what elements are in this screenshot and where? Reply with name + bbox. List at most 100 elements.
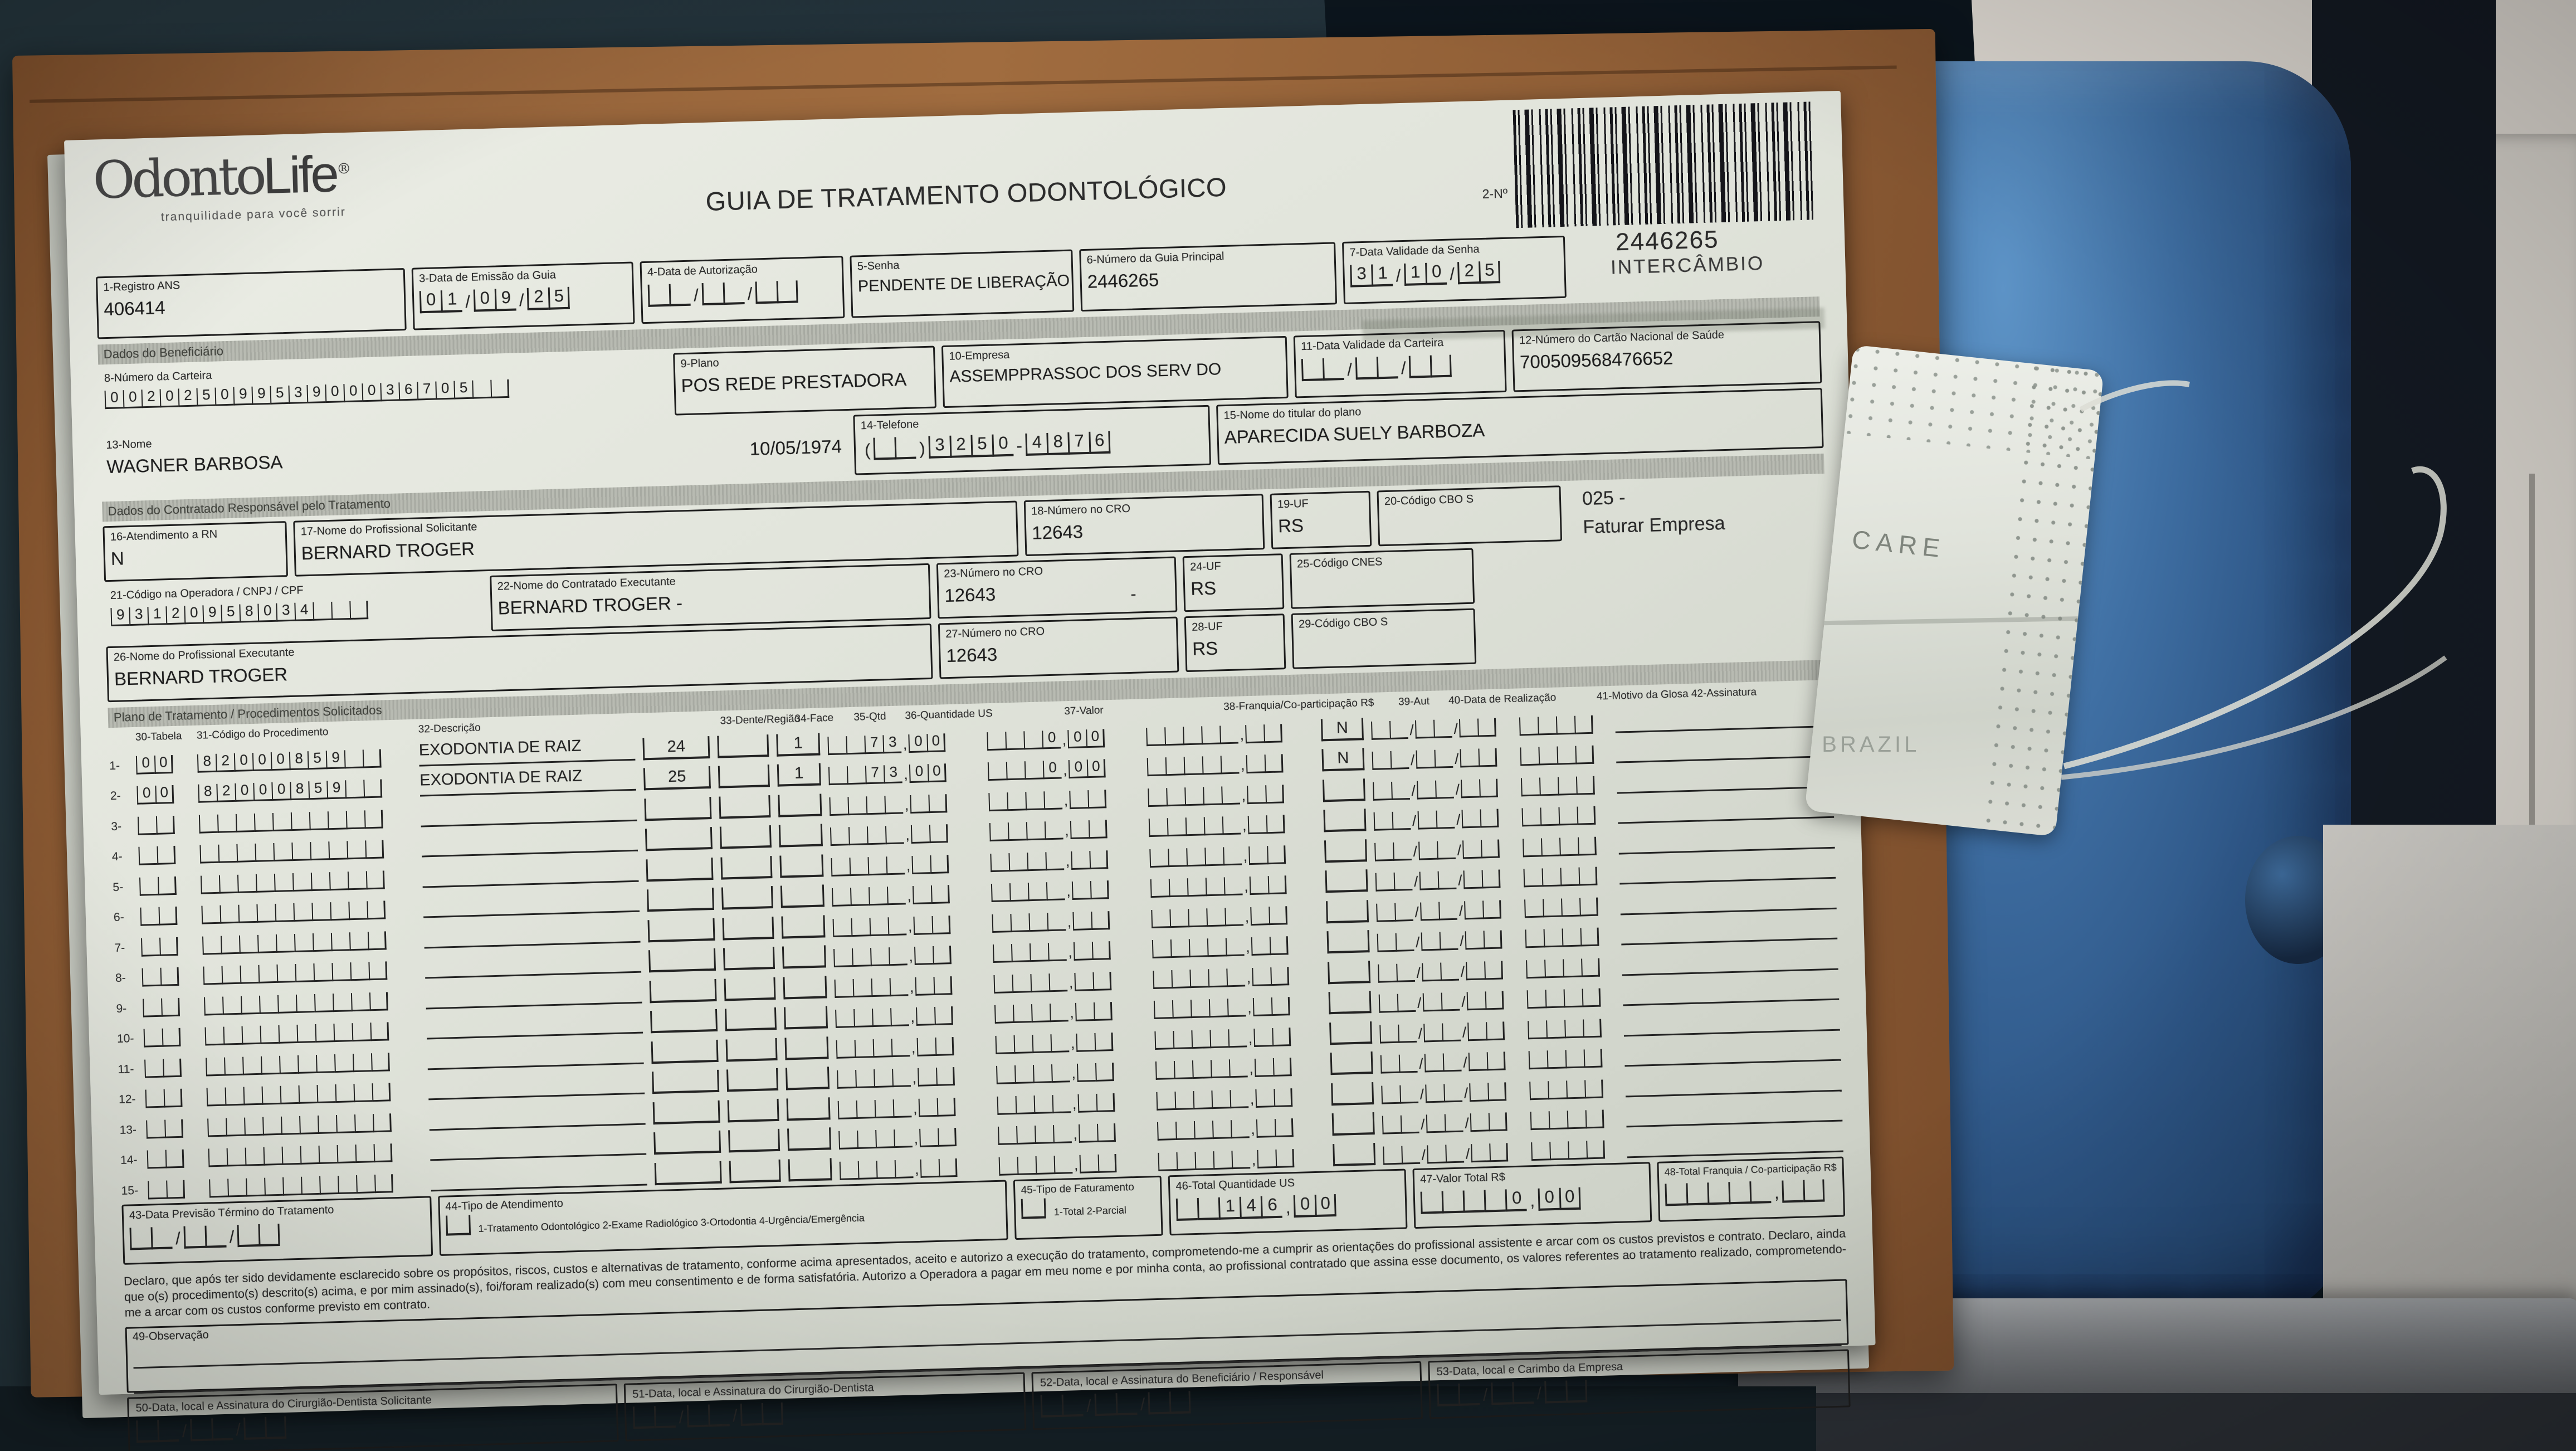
comb-cell [1418, 841, 1438, 860]
comb-cell: 6 [1089, 430, 1111, 454]
comb-cell: 0 [135, 754, 155, 775]
comb-cell [276, 964, 296, 983]
comb-cell [353, 1083, 373, 1103]
comb-cell [928, 793, 948, 813]
comb-cell [1380, 1054, 1399, 1074]
comb-cell [145, 1089, 164, 1108]
proc-row-number: 8- [115, 971, 126, 985]
comb-cell [237, 1224, 259, 1247]
comb-cell [1094, 1392, 1116, 1416]
comb-cell [1541, 868, 1561, 887]
comb-cell [1521, 807, 1541, 827]
comb-cell [369, 991, 388, 1011]
comb-cell [1248, 845, 1268, 865]
comb-cell [868, 887, 887, 906]
comb-cell [374, 1174, 393, 1193]
proc-dente-regiao [652, 1069, 720, 1094]
field-cro-18: 18-Número no CRO 12643 [1023, 494, 1265, 557]
comb-cell [1396, 963, 1416, 982]
metal-bar-shadow [1738, 1393, 2576, 1451]
comb-cell [1537, 716, 1557, 736]
proc-codigo [209, 1173, 423, 1197]
field-label: 48-Total Franquia / Co-participação R$ [1664, 1161, 1837, 1178]
proc-dente-regiao [647, 918, 715, 942]
field-value: 700509568476652 [1519, 347, 1674, 373]
comb-cell [867, 856, 887, 875]
comb-cell [892, 1068, 911, 1088]
comb-cell: 0 [214, 386, 234, 406]
comb-cell [316, 1084, 336, 1103]
comb-cell [1230, 1089, 1249, 1108]
proc-tabela [148, 1179, 202, 1200]
comb-cell [686, 1404, 709, 1428]
comb-cell [887, 916, 907, 936]
comb-cell [1255, 1088, 1275, 1108]
field-label: 24-UF [1189, 560, 1222, 573]
face-mask: CARE BRAZIL [1804, 344, 2104, 837]
comb-separator: ( [864, 440, 871, 460]
field-label: 25-Código CNES [1296, 556, 1383, 571]
comb-cell [472, 379, 491, 399]
comb-cell [1247, 815, 1267, 835]
comb-cell [1202, 756, 1221, 775]
field-titular: 15-Nome do titular do plano APARECIDA SU… [1216, 388, 1824, 465]
comb-separator: / [1536, 1383, 1542, 1403]
comb-cell [331, 601, 350, 620]
comb-cell [1267, 875, 1287, 895]
comb-separator: / [1413, 843, 1418, 860]
comb-cell [1253, 1028, 1273, 1047]
comb-cell [1480, 809, 1499, 828]
proc-data-realizacao: / / [1376, 899, 1517, 922]
comb-cell [1087, 789, 1107, 809]
field-label: 14-Telefone [860, 418, 919, 432]
comb-cell [1219, 725, 1239, 744]
comb-cell [1422, 992, 1442, 1012]
comb-cell [1172, 1000, 1191, 1019]
comb-cell [261, 1055, 280, 1075]
proc-face [729, 1159, 781, 1183]
comb-cell [866, 795, 885, 815]
comb-cell [1382, 1115, 1401, 1134]
comb-cell [138, 846, 158, 865]
comb-cell [838, 1130, 858, 1150]
comb-cell [1393, 841, 1412, 861]
comb-separator: / [1418, 1025, 1423, 1042]
comb-cell [1190, 999, 1209, 1019]
comb-cell [920, 1158, 939, 1178]
comb-cell [1526, 959, 1545, 978]
floor [2323, 825, 2576, 1360]
comb-cell [1482, 900, 1502, 919]
assinatura-data-digits: / / [1040, 1385, 1414, 1418]
comb-cell [1381, 1085, 1401, 1104]
comb-cell [1528, 1050, 1548, 1070]
comb-cell [1247, 785, 1266, 804]
comb-separator: / [1456, 811, 1461, 828]
comb-cell [1434, 749, 1453, 768]
field-label: 20-Código CBO S [1384, 493, 1474, 508]
comb-separator: / [1461, 993, 1466, 1010]
comb-cell [1443, 1083, 1463, 1103]
comb-cell [1355, 357, 1377, 380]
comb-cell [1097, 1123, 1116, 1142]
comb-cell [855, 1069, 875, 1088]
comb-cell [161, 997, 180, 1017]
comb-cell [1395, 932, 1414, 952]
comb-cell [837, 1100, 857, 1119]
comb-cell [311, 902, 331, 922]
field-value: RS [1190, 577, 1217, 599]
comb-cell [1523, 838, 1541, 857]
comb-separator: / [1419, 1085, 1424, 1103]
comb-cell [261, 1085, 281, 1105]
comb-cell: 0 [253, 781, 272, 801]
comb-cell [356, 1174, 375, 1194]
proc-row-number: 12- [118, 1093, 136, 1106]
comb-separator: / [1457, 841, 1462, 859]
comb-cell [221, 965, 241, 985]
comb-cell [1007, 791, 1026, 811]
comb-cell [1471, 1143, 1490, 1162]
proc-tabela [142, 967, 196, 987]
comb-cell [318, 1114, 336, 1134]
comb-separator: , [1243, 847, 1248, 864]
comb-separator: , [911, 1039, 916, 1056]
